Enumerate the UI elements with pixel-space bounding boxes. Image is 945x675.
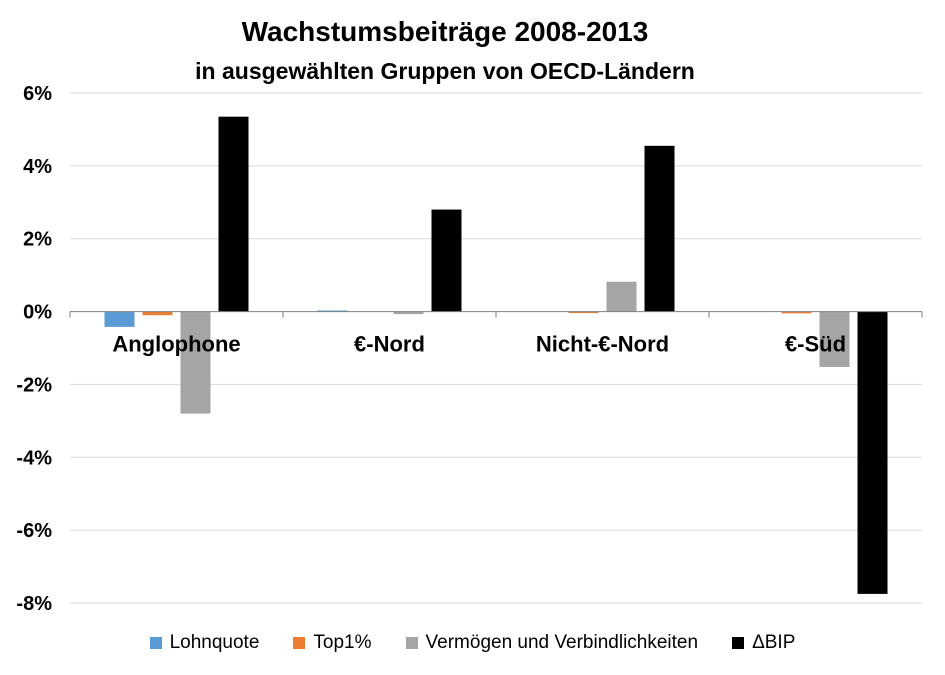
y-tick-label: -4% [16,447,52,469]
bar [644,145,675,312]
category-label: Nicht-€-Nord [536,332,669,357]
bar [180,311,211,414]
y-tick-label: -2% [16,374,52,396]
legend-label: Lohnquote [169,632,260,653]
legend-swatch [732,637,745,649]
bar [393,311,424,315]
chart-subtitle: in ausgewählten Gruppen von OECD-Ländern [195,58,695,84]
legend-label: ΔBIP [752,632,796,653]
y-tick-label: 0% [23,302,52,324]
legend-label: Vermögen und Verbindlichkeiten [425,632,699,653]
legend-item: ΔBIP [732,632,795,654]
legend-swatch [293,637,306,649]
legend-label: Top1% [313,632,372,653]
y-tick-label: 4% [23,156,52,178]
bar [431,209,462,312]
bar [142,311,173,316]
category-labels: Anglophone €-Nord Nicht-€-Nord €-Süd [112,332,846,357]
y-axis: 6% 4% 2% 0% -2% -4% -6% -8% [16,83,52,615]
y-tick-label: -8% [16,593,52,615]
bar [568,311,599,314]
x-axis [69,311,923,318]
chart-title: Wachstumsbeiträge 2008-2013 [241,16,649,47]
legend-item: Top1% [293,632,372,654]
gridlines [70,92,922,604]
legend: Lohnquote Top1% Vermögen und Verbindlichke… [0,630,945,656]
y-tick-label: 6% [23,83,52,105]
bar [606,281,637,312]
bars [104,116,888,594]
y-tick-label: -6% [16,520,52,542]
legend-item: Lohnquote [149,632,260,654]
bar [857,311,888,594]
bar [218,116,249,312]
bar [104,311,135,327]
category-label: €-Nord [354,332,425,357]
legend-item: Vermögen und Verbindlichkeiten [405,632,699,654]
y-tick-label: 2% [23,229,52,251]
legend-swatch [149,637,162,649]
bar [819,311,850,367]
bar [781,311,812,314]
legend-swatch [405,637,418,649]
category-label: Anglophone [112,332,240,357]
category-label: €-Süd [785,332,846,357]
